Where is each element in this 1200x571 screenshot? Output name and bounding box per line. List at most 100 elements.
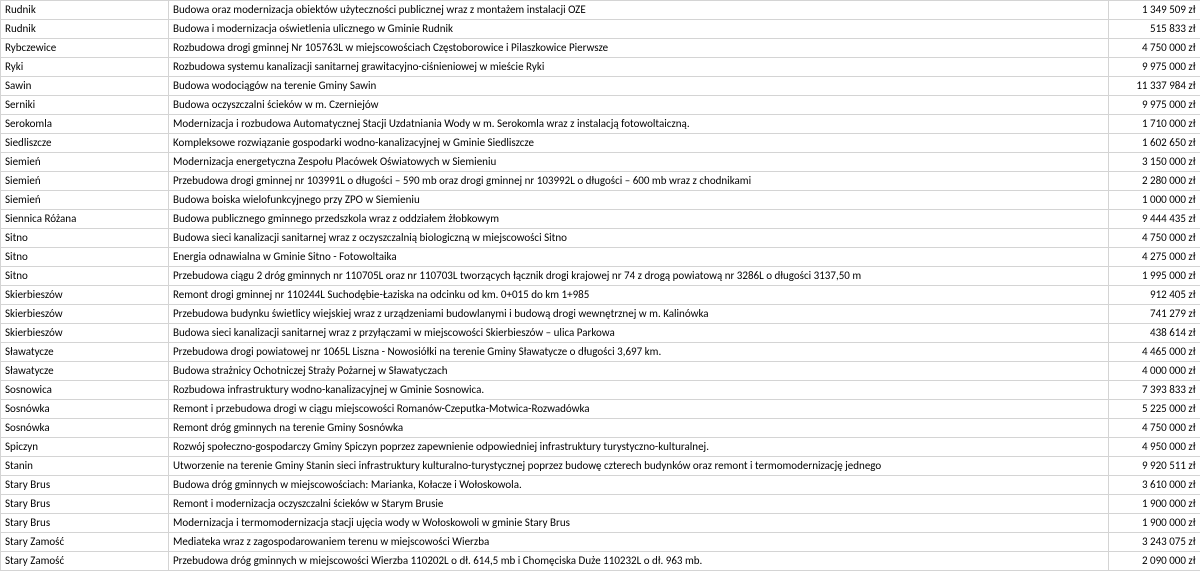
cell-gmina: Rudnik <box>1 20 169 39</box>
table-row: RudnikBudowa oraz modernizacja obiektów … <box>1 1 1200 20</box>
table-row: Stary BrusModernizacja i termomodernizac… <box>1 514 1200 533</box>
cell-opis: Mediateka wraz z zagospodarowaniem teren… <box>169 533 1109 552</box>
table-row: SkierbieszówPrzebudowa budynku świetlicy… <box>1 305 1200 324</box>
cell-gmina: Ryki <box>1 58 169 77</box>
table-row: SiemieńPrzebudowa drogi gminnej nr 10399… <box>1 172 1200 191</box>
cell-gmina: Skierbieszów <box>1 305 169 324</box>
cell-kwota: 3 243 075 zł <box>1109 533 1200 552</box>
cell-opis: Budowa oraz modernizacja obiektów użytec… <box>169 1 1109 20</box>
cell-gmina: Sawin <box>1 77 169 96</box>
cell-opis: Remont i modernizacja oczyszczalni ściek… <box>169 495 1109 514</box>
cell-opis: Energia odnawialna w Gminie Sitno - Foto… <box>169 248 1109 267</box>
table-row: SiemieńBudowa boiska wielofunkcyjnego pr… <box>1 191 1200 210</box>
table-row: SławatyczePrzebudowa drogi powiatowej nr… <box>1 343 1200 362</box>
table-row: SosnówkaRemont dróg gminnych na terenie … <box>1 419 1200 438</box>
table-row: SkierbieszówBudowa sieci kanalizacji san… <box>1 324 1200 343</box>
cell-gmina: Sławatycze <box>1 362 169 381</box>
cell-gmina: Stary Zamość <box>1 533 169 552</box>
cell-gmina: Sitno <box>1 229 169 248</box>
funding-table: RudnikBudowa oraz modernizacja obiektów … <box>0 0 1200 571</box>
cell-kwota: 438 614 zł <box>1109 324 1200 343</box>
table-row: SiemieńModernizacja energetyczna Zespołu… <box>1 153 1200 172</box>
cell-opis: Budowa strażnicy Ochotniczej Straży Poża… <box>169 362 1109 381</box>
cell-kwota: 912 405 zł <box>1109 286 1200 305</box>
table-row: SernikiBudowa oczyszczalni ścieków w m. … <box>1 96 1200 115</box>
cell-opis: Budowa i modernizacja oświetlenia uliczn… <box>169 20 1109 39</box>
table-row: SkierbieszówRemont drogi gminnej nr 1102… <box>1 286 1200 305</box>
table-row: SosnowicaRozbudowa infrastruktury wodno-… <box>1 381 1200 400</box>
cell-opis: Kompleksowe rozwiązanie gospodarki wodno… <box>169 134 1109 153</box>
cell-opis: Modernizacja i rozbudowa Automatycznej S… <box>169 115 1109 134</box>
table-row: SławatyczeBudowa strażnicy Ochotniczej S… <box>1 362 1200 381</box>
cell-opis: Remont drogi gminnej nr 110244L Suchodęb… <box>169 286 1109 305</box>
cell-kwota: 9 444 435 zł <box>1109 210 1200 229</box>
cell-gmina: Spiczyn <box>1 438 169 457</box>
cell-gmina: Siennica Różana <box>1 210 169 229</box>
cell-kwota: 1 000 000 zł <box>1109 191 1200 210</box>
cell-kwota: 4 275 000 zł <box>1109 248 1200 267</box>
cell-opis: Rozbudowa drogi gminnej Nr 105763L w mie… <box>169 39 1109 58</box>
cell-opis: Przebudowa dróg gminnych w miejscowości … <box>169 552 1109 571</box>
cell-kwota: 9 975 000 zł <box>1109 58 1200 77</box>
cell-gmina: Serniki <box>1 96 169 115</box>
cell-kwota: 4 750 000 zł <box>1109 39 1200 58</box>
cell-gmina: Skierbieszów <box>1 324 169 343</box>
cell-opis: Remont i przebudowa drogi w ciągu miejsc… <box>169 400 1109 419</box>
cell-opis: Utworzenie na terenie Gminy Stanin sieci… <box>169 457 1109 476</box>
cell-kwota: 741 279 zł <box>1109 305 1200 324</box>
cell-opis: Budowa boiska wielofunkcyjnego przy ZPO … <box>169 191 1109 210</box>
cell-kwota: 7 393 833 zł <box>1109 381 1200 400</box>
table-row: SiedliszczeKompleksowe rozwiązanie gospo… <box>1 134 1200 153</box>
cell-gmina: Sosnowica <box>1 381 169 400</box>
cell-gmina: Stary Brus <box>1 495 169 514</box>
cell-kwota: 1 900 000 zł <box>1109 514 1200 533</box>
table-row: Stary BrusBudowa dróg gminnych w miejsco… <box>1 476 1200 495</box>
cell-gmina: Rybczewice <box>1 39 169 58</box>
table-row: SerokomlaModernizacja i rozbudowa Automa… <box>1 115 1200 134</box>
cell-kwota: 1 710 000 zł <box>1109 115 1200 134</box>
cell-kwota: 4 465 000 zł <box>1109 343 1200 362</box>
cell-opis: Przebudowa budynku świetlicy wiejskiej w… <box>169 305 1109 324</box>
table-row: SitnoPrzebudowa ciągu 2 dróg gminnych nr… <box>1 267 1200 286</box>
cell-kwota: 4 750 000 zł <box>1109 419 1200 438</box>
cell-gmina: Serokomla <box>1 115 169 134</box>
cell-gmina: Rudnik <box>1 1 169 20</box>
cell-opis: Budowa sieci kanalizacji sanitarnej wraz… <box>169 229 1109 248</box>
cell-opis: Rozwój społeczno-gospodarczy Gminy Spicz… <box>169 438 1109 457</box>
cell-kwota: 4 000 000 zł <box>1109 362 1200 381</box>
cell-kwota: 2 090 000 zł <box>1109 552 1200 571</box>
cell-kwota: 3 610 000 zł <box>1109 476 1200 495</box>
cell-opis: Modernizacja i termomodernizacja stacji … <box>169 514 1109 533</box>
cell-opis: Rozbudowa infrastruktury wodno-kanalizac… <box>169 381 1109 400</box>
cell-kwota: 1 900 000 zł <box>1109 495 1200 514</box>
cell-opis: Remont dróg gminnych na terenie Gminy So… <box>169 419 1109 438</box>
cell-opis: Przebudowa drogi gminnej nr 103991L o dł… <box>169 172 1109 191</box>
table-row: RykiRozbudowa systemu kanalizacji sanita… <box>1 58 1200 77</box>
cell-kwota: 4 950 000 zł <box>1109 438 1200 457</box>
cell-kwota: 3 150 000 zł <box>1109 153 1200 172</box>
cell-gmina: Stary Brus <box>1 514 169 533</box>
cell-kwota: 9 975 000 zł <box>1109 96 1200 115</box>
cell-gmina: Sitno <box>1 267 169 286</box>
cell-kwota: 9 920 511 zł <box>1109 457 1200 476</box>
cell-opis: Przebudowa ciągu 2 dróg gminnych nr 1107… <box>169 267 1109 286</box>
cell-opis: Budowa publicznego gminnego przedszkola … <box>169 210 1109 229</box>
table-row: SawinBudowa wodociągów na terenie Gminy … <box>1 77 1200 96</box>
table-row: Siennica RóżanaBudowa publicznego gminne… <box>1 210 1200 229</box>
cell-gmina: Sosnówka <box>1 400 169 419</box>
cell-opis: Modernizacja energetyczna Zespołu Placów… <box>169 153 1109 172</box>
cell-gmina: Siemień <box>1 153 169 172</box>
cell-opis: Budowa oczyszczalni ścieków w m. Czernie… <box>169 96 1109 115</box>
table-row: Stary ZamośćPrzebudowa dróg gminnych w m… <box>1 552 1200 571</box>
cell-gmina: Siemień <box>1 172 169 191</box>
cell-kwota: 11 337 984 zł <box>1109 77 1200 96</box>
table-row: SitnoBudowa sieci kanalizacji sanitarnej… <box>1 229 1200 248</box>
cell-gmina: Stary Zamość <box>1 552 169 571</box>
cell-gmina: Skierbieszów <box>1 286 169 305</box>
cell-gmina: Stanin <box>1 457 169 476</box>
cell-kwota: 1 349 509 zł <box>1109 1 1200 20</box>
cell-gmina: Sitno <box>1 248 169 267</box>
cell-opis: Rozbudowa systemu kanalizacji sanitarnej… <box>169 58 1109 77</box>
table-row: StaninUtworzenie na terenie Gminy Stanin… <box>1 457 1200 476</box>
cell-opis: Budowa wodociągów na terenie Gminy Sawin <box>169 77 1109 96</box>
